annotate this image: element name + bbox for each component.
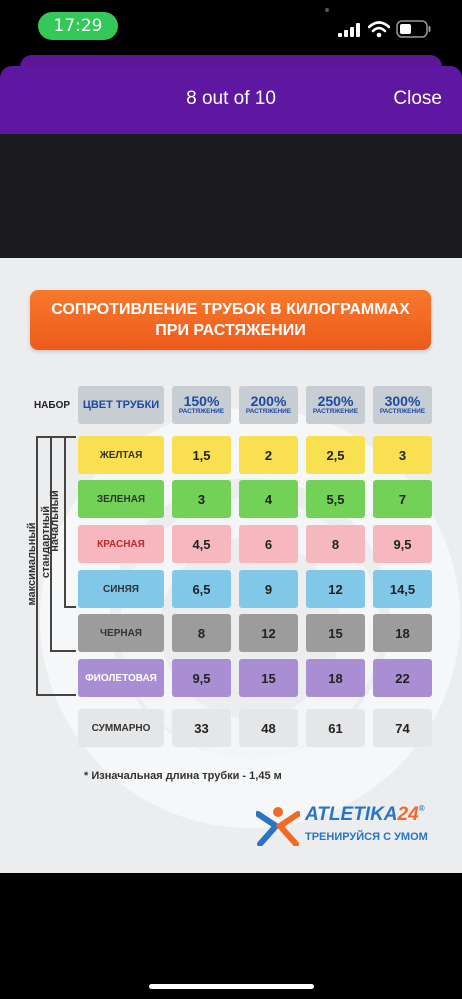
- page-counter: 8 out of 10: [186, 88, 276, 109]
- row-name-total: СУММАРНО: [78, 709, 164, 747]
- table-cell: 12: [239, 614, 298, 652]
- table-cell: 8: [306, 525, 365, 563]
- column-header-sub: РАСТЯЖЕНИЕ: [245, 408, 292, 415]
- viewer-header: 8 out of 10 Close: [0, 66, 462, 134]
- camera-indicator-dot: [325, 8, 329, 12]
- row-name-yellow: ЖЕЛТАЯ: [78, 436, 164, 474]
- column-header-150: 150% РАСТЯЖЕНИЕ: [172, 386, 231, 424]
- row-name-red: КРАСНАЯ: [78, 525, 164, 563]
- table-cell: 14,5: [373, 570, 432, 608]
- initial-set-label: начальный: [49, 490, 61, 552]
- table-cell: 7: [373, 480, 432, 518]
- viewer-background-bottom: [0, 873, 462, 999]
- table-title-banner: СОПРОТИВЛЕНИЕ ТРУБОК В КИЛОГРАММАХ ПРИ Р…: [30, 290, 431, 350]
- table-cell: 1,5: [172, 436, 231, 474]
- table-cell: 2: [239, 436, 298, 474]
- table-title-line2: ПРИ РАСТЯЖЕНИИ: [155, 322, 306, 339]
- table-cell: 2,5: [306, 436, 365, 474]
- column-header-sub: РАСТЯЖЕНИЕ: [312, 408, 359, 415]
- column-header-pct: 150%: [183, 393, 220, 409]
- table-cell: 5,5: [306, 480, 365, 518]
- table-cell: 8: [172, 614, 231, 652]
- table-cell: 6: [239, 525, 298, 563]
- table-cell: 4: [239, 480, 298, 518]
- status-bar: 17:29: [0, 0, 462, 54]
- brand-registered: ®: [418, 804, 425, 813]
- table-title-line1: СОПРОТИВЛЕНИЕ ТРУБОК В КИЛОГРАММАХ: [51, 301, 410, 318]
- table-cell: 9,5: [373, 525, 432, 563]
- table-cell: 18: [373, 614, 432, 652]
- column-header-pct: 250%: [317, 393, 354, 409]
- column-header-pct: 300%: [384, 393, 421, 409]
- wifi-icon: [368, 21, 390, 38]
- total-cell: 33: [172, 709, 231, 747]
- total-cell: 48: [239, 709, 298, 747]
- table-cell: 9: [239, 570, 298, 608]
- standard-set-bracket: [50, 436, 76, 652]
- column-header-250: 250% РАСТЯЖЕНИЕ: [306, 386, 365, 424]
- total-cell: 74: [373, 709, 432, 747]
- brand-name-text: ATLETIKA: [305, 804, 398, 825]
- table-cell: 3: [373, 436, 432, 474]
- table-cell: 12: [306, 570, 365, 608]
- brand-name: ATLETIKA24®: [305, 804, 425, 826]
- total-cell: 61: [306, 709, 365, 747]
- viewer-background: [0, 134, 462, 258]
- row-name-violet: ФИОЛЕТОВАЯ: [78, 659, 164, 697]
- column-header-200: 200% РАСТЯЖЕНИЕ: [239, 386, 298, 424]
- status-time: 17:29: [38, 12, 118, 40]
- table-cell: 6,5: [172, 570, 231, 608]
- home-indicator[interactable]: [149, 984, 314, 989]
- photo-viewer-image[interactable]: СОПРОТИВЛЕНИЕ ТРУБОК В КИЛОГРАММАХ ПРИ Р…: [0, 258, 462, 873]
- table-cell: 15: [306, 614, 365, 652]
- battery-icon: [396, 20, 431, 38]
- color-column-header: ЦВЕТ ТРУБКИ: [78, 386, 164, 424]
- row-name-blue: СИНЯЯ: [78, 570, 164, 608]
- atletika-logo-icon: [256, 807, 300, 846]
- brand-tagline: ТРЕНИРУЙСЯ С УМОМ: [305, 831, 428, 843]
- color-column-header-text: ЦВЕТ ТРУБКИ: [82, 399, 160, 411]
- column-header-sub: РАСТЯЖЕНИЕ: [178, 408, 225, 415]
- initial-set-bracket: [64, 436, 76, 608]
- close-button[interactable]: Close: [393, 88, 442, 109]
- table-cell: 18: [306, 659, 365, 697]
- table-cell: 3: [172, 480, 231, 518]
- set-column-header: НАБОР: [33, 399, 71, 411]
- cellular-signal-icon: [338, 23, 360, 37]
- table-cell: 9,5: [172, 659, 231, 697]
- brand-number: 24: [397, 804, 419, 825]
- table-cell: 22: [373, 659, 432, 697]
- row-name-black: ЧЕРНАЯ: [78, 614, 164, 652]
- table-cell: 15: [239, 659, 298, 697]
- table-cell: 4,5: [172, 525, 231, 563]
- column-header-300: 300% РАСТЯЖЕНИЕ: [373, 386, 432, 424]
- max-set-label: максимальный: [26, 522, 38, 606]
- column-header-sub: РАСТЯЖЕНИЕ: [379, 408, 426, 415]
- column-header-pct: 200%: [250, 393, 287, 409]
- footnote: * Изначальная длина трубки - 1,45 м: [84, 770, 282, 782]
- row-name-green: ЗЕЛЕНАЯ: [78, 480, 164, 518]
